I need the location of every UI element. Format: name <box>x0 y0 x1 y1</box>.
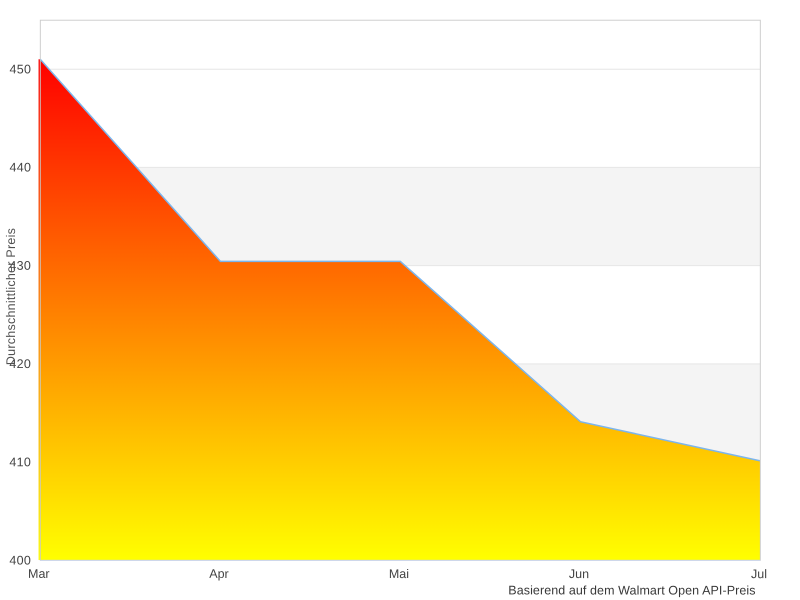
svg-text:Basierend auf dem Walmart Open: Basierend auf dem Walmart Open API-Preis <box>508 583 755 597</box>
svg-text:Mai: Mai <box>389 567 409 581</box>
svg-text:410: 410 <box>9 455 31 469</box>
svg-text:420: 420 <box>9 357 31 371</box>
svg-text:Apr: Apr <box>209 567 228 581</box>
svg-text:430: 430 <box>9 259 31 273</box>
svg-text:440: 440 <box>9 161 31 175</box>
svg-text:Jul: Jul <box>751 567 767 581</box>
svg-text:450: 450 <box>10 62 32 76</box>
svg-text:Mar: Mar <box>28 567 50 581</box>
svg-text:Jun: Jun <box>569 567 589 581</box>
svg-text:400: 400 <box>9 553 31 567</box>
svg-text:Durchschnittlicher Preis: Durchschnittlicher Preis <box>4 228 18 365</box>
